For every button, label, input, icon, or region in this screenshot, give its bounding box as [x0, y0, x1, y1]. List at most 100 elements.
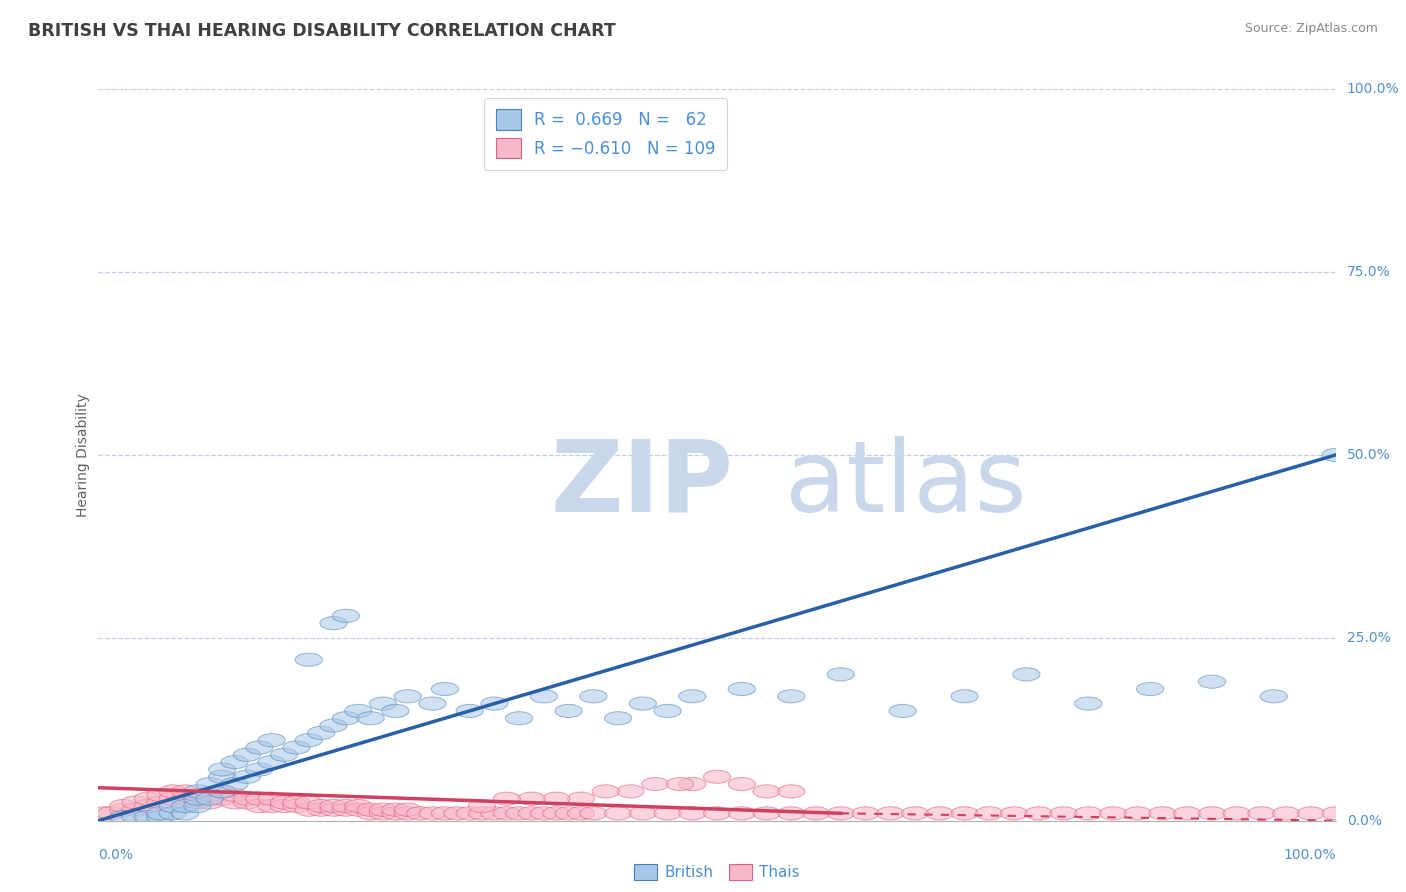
- Ellipse shape: [208, 792, 236, 805]
- Ellipse shape: [110, 803, 136, 816]
- Ellipse shape: [605, 712, 631, 725]
- Ellipse shape: [135, 792, 162, 805]
- Text: 0.0%: 0.0%: [98, 848, 134, 863]
- Ellipse shape: [456, 806, 484, 820]
- Ellipse shape: [270, 748, 298, 762]
- Ellipse shape: [679, 778, 706, 790]
- Ellipse shape: [246, 741, 273, 754]
- Ellipse shape: [135, 811, 162, 823]
- Ellipse shape: [568, 792, 595, 805]
- Ellipse shape: [159, 785, 186, 798]
- Ellipse shape: [135, 799, 162, 813]
- Ellipse shape: [259, 792, 285, 805]
- Ellipse shape: [283, 741, 309, 754]
- Ellipse shape: [1149, 806, 1175, 820]
- Ellipse shape: [321, 616, 347, 630]
- Ellipse shape: [1322, 449, 1350, 461]
- Ellipse shape: [344, 705, 371, 717]
- Text: 25.0%: 25.0%: [1347, 631, 1391, 645]
- Ellipse shape: [1136, 682, 1164, 696]
- Ellipse shape: [1099, 806, 1126, 820]
- Ellipse shape: [221, 778, 247, 790]
- Ellipse shape: [370, 803, 396, 816]
- Ellipse shape: [110, 799, 136, 813]
- Ellipse shape: [592, 785, 619, 798]
- Ellipse shape: [110, 811, 136, 823]
- Ellipse shape: [233, 792, 260, 805]
- Ellipse shape: [778, 690, 804, 703]
- Ellipse shape: [332, 803, 360, 816]
- Ellipse shape: [208, 763, 236, 776]
- Ellipse shape: [494, 806, 520, 820]
- Ellipse shape: [481, 697, 508, 710]
- Ellipse shape: [208, 770, 236, 783]
- Ellipse shape: [901, 806, 928, 820]
- Ellipse shape: [91, 806, 118, 820]
- Ellipse shape: [456, 705, 484, 717]
- Ellipse shape: [568, 806, 595, 820]
- Ellipse shape: [543, 806, 569, 820]
- Ellipse shape: [679, 690, 706, 703]
- Text: atlas: atlas: [785, 435, 1026, 533]
- Ellipse shape: [419, 806, 446, 820]
- Ellipse shape: [246, 763, 273, 776]
- Ellipse shape: [1025, 806, 1052, 820]
- Ellipse shape: [295, 733, 322, 747]
- Text: 75.0%: 75.0%: [1347, 265, 1391, 279]
- Ellipse shape: [666, 778, 693, 790]
- Legend: British, Thais: British, Thais: [628, 858, 806, 886]
- Ellipse shape: [283, 799, 309, 813]
- Ellipse shape: [357, 712, 384, 725]
- Ellipse shape: [468, 799, 495, 813]
- Ellipse shape: [332, 609, 360, 623]
- Ellipse shape: [208, 785, 236, 798]
- Ellipse shape: [530, 806, 557, 820]
- Ellipse shape: [1001, 806, 1028, 820]
- Ellipse shape: [1074, 697, 1102, 710]
- Ellipse shape: [321, 799, 347, 813]
- Ellipse shape: [197, 796, 224, 809]
- Ellipse shape: [159, 799, 186, 813]
- Ellipse shape: [246, 799, 273, 813]
- Ellipse shape: [1272, 806, 1299, 820]
- Ellipse shape: [122, 811, 149, 823]
- Ellipse shape: [950, 806, 979, 820]
- Ellipse shape: [332, 799, 360, 813]
- Ellipse shape: [221, 796, 247, 809]
- Ellipse shape: [852, 806, 879, 820]
- Ellipse shape: [259, 799, 285, 813]
- Ellipse shape: [754, 806, 780, 820]
- Ellipse shape: [517, 806, 546, 820]
- Ellipse shape: [432, 682, 458, 696]
- Ellipse shape: [382, 705, 409, 717]
- Ellipse shape: [208, 785, 236, 798]
- Ellipse shape: [172, 785, 198, 798]
- Ellipse shape: [827, 806, 855, 820]
- Ellipse shape: [233, 770, 260, 783]
- Ellipse shape: [1249, 806, 1275, 820]
- Ellipse shape: [617, 785, 644, 798]
- Ellipse shape: [1050, 806, 1077, 820]
- Ellipse shape: [517, 792, 546, 805]
- Ellipse shape: [221, 789, 247, 802]
- Text: 0.0%: 0.0%: [1347, 814, 1382, 828]
- Ellipse shape: [332, 712, 360, 725]
- Y-axis label: Hearing Disability: Hearing Disability: [76, 393, 90, 516]
- Ellipse shape: [159, 806, 186, 820]
- Ellipse shape: [778, 785, 804, 798]
- Ellipse shape: [308, 799, 335, 813]
- Ellipse shape: [184, 792, 211, 805]
- Ellipse shape: [754, 785, 780, 798]
- Ellipse shape: [184, 799, 211, 813]
- Ellipse shape: [308, 726, 335, 739]
- Ellipse shape: [1322, 806, 1350, 820]
- Ellipse shape: [184, 796, 211, 809]
- Ellipse shape: [259, 733, 285, 747]
- Ellipse shape: [394, 806, 422, 820]
- Ellipse shape: [146, 789, 174, 802]
- Ellipse shape: [321, 719, 347, 732]
- Ellipse shape: [233, 796, 260, 809]
- Ellipse shape: [703, 806, 731, 820]
- Ellipse shape: [1260, 690, 1288, 703]
- Ellipse shape: [394, 803, 422, 816]
